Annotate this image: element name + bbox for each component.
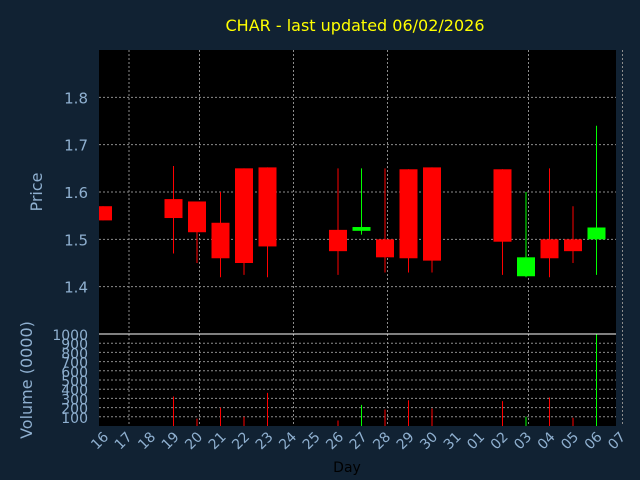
candle-body [517, 257, 535, 277]
candle-body [329, 229, 347, 252]
grid-lines [99, 50, 623, 426]
candle-body [399, 169, 418, 259]
price-tick-label: 1.8 [64, 89, 88, 107]
price-axis-label: Price [27, 172, 46, 211]
candle-body [540, 239, 559, 259]
x-tick-label: 22 [229, 429, 253, 453]
x-tick-label: 03 [511, 429, 535, 453]
candle-body [164, 199, 183, 219]
chart-marks [99, 125, 606, 426]
volume-tick-label: 900 [61, 337, 88, 353]
candle-body [352, 227, 371, 231]
x-tick-label: 05 [558, 429, 582, 453]
x-tick-label: 21 [206, 429, 230, 453]
chart-title: CHAR - last updated 06/02/2026 [226, 16, 485, 35]
x-tick-label: 04 [535, 429, 559, 453]
volume-tick-label: 400 [61, 383, 88, 399]
volume-axis-label: Volume (0000) [17, 321, 36, 439]
x-axis-label: Day [333, 460, 361, 476]
volume-tick-label: 700 [61, 356, 88, 372]
x-tick-label: 27 [347, 429, 371, 453]
x-tick-label: 30 [417, 429, 441, 453]
candle-body [564, 239, 582, 252]
volume-tick-label: 800 [61, 346, 88, 362]
x-tick-label: 23 [253, 429, 277, 453]
x-tick-label: 31 [441, 429, 465, 453]
candle-body [258, 167, 277, 247]
x-tick-label: 25 [300, 429, 324, 453]
price-tick-label: 1.4 [64, 279, 88, 297]
x-tick-label: 17 [112, 429, 136, 453]
x-tick-label: 01 [464, 429, 488, 453]
candle-body [376, 239, 394, 258]
x-tick-label: 24 [276, 429, 300, 453]
volume-tick-label: 600 [61, 365, 88, 381]
candle-body [493, 169, 512, 242]
price-tick-label: 1.6 [64, 184, 88, 202]
x-tick-label: 02 [488, 429, 512, 453]
x-tick-label: 07 [605, 429, 629, 453]
x-tick-label: 20 [182, 429, 206, 453]
x-tick-label: 28 [370, 429, 394, 453]
x-tick-label: 18 [135, 429, 159, 453]
x-tick-label: 19 [159, 429, 183, 453]
candle-body [423, 167, 441, 261]
price-plot-area [99, 50, 616, 334]
price-tick-label: 1.5 [64, 231, 88, 249]
volume-tick-label: 1000 [52, 328, 88, 344]
x-tick-label: 06 [582, 429, 606, 453]
volume-tick-label: 200 [61, 402, 88, 418]
candle-body [211, 222, 230, 259]
x-tick-label: 29 [394, 429, 418, 453]
x-tick-label: 16 [88, 429, 112, 453]
volume-plot-area [99, 334, 616, 426]
volume-tick-label: 300 [61, 392, 88, 408]
volume-tick-label: 100 [61, 411, 88, 427]
x-tick-label: 26 [323, 429, 347, 453]
candle-body [188, 201, 206, 233]
candle-body [587, 227, 606, 240]
volume-tick-label: 500 [61, 374, 88, 390]
price-tick-label: 1.7 [64, 137, 88, 155]
candle-body [235, 168, 253, 263]
candle-body [99, 206, 112, 221]
